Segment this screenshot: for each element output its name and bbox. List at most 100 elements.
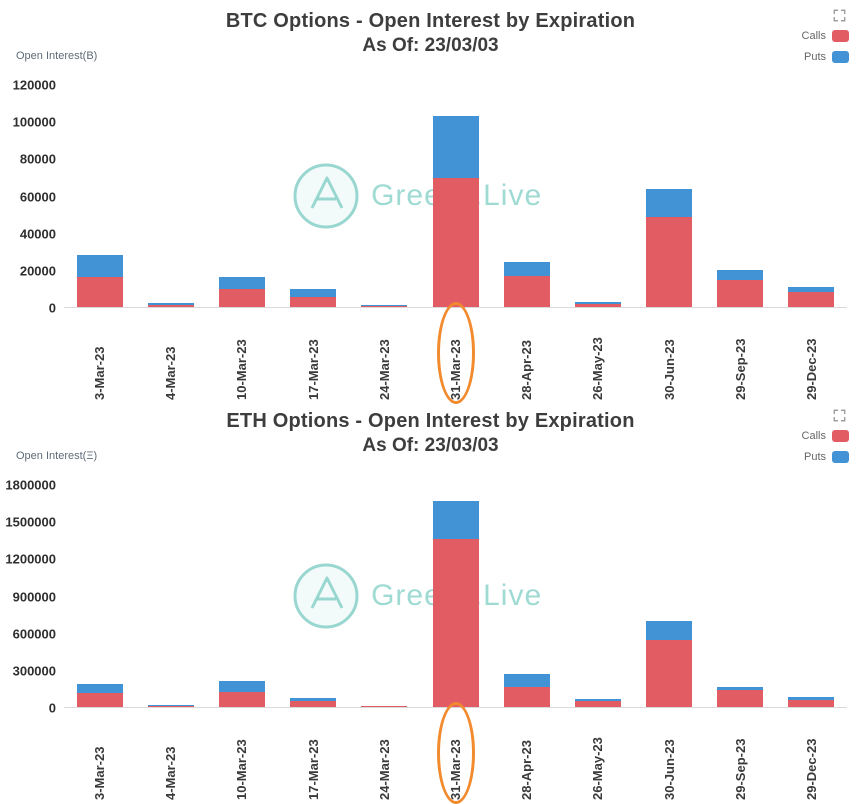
bar-slot [135, 485, 206, 707]
segment-calls-30-Jun-23[interactable] [646, 217, 692, 307]
segment-calls-28-Apr-23[interactable] [504, 687, 550, 707]
segment-puts-3-Mar-23[interactable] [77, 255, 123, 277]
bar-17-Mar-23[interactable] [290, 85, 336, 307]
x-label-slot: 28-Apr-23 [491, 714, 562, 800]
bar-31-Mar-23[interactable] [433, 85, 479, 307]
segment-calls-17-Mar-23[interactable] [290, 297, 336, 307]
bar-3-Mar-23[interactable] [77, 485, 123, 707]
y-tick-600000: 600000 [13, 626, 56, 641]
bar-slot [349, 85, 420, 307]
y-tick-100000: 100000 [13, 115, 56, 130]
bar-24-Mar-23[interactable] [361, 485, 407, 707]
bar-26-May-23[interactable] [575, 485, 621, 707]
legend-item-puts[interactable]: Puts [804, 51, 849, 63]
segment-puts-31-Mar-23[interactable] [433, 501, 479, 539]
x-label-slot: 3-Mar-23 [64, 714, 135, 800]
segment-puts-10-Mar-23[interactable] [219, 277, 265, 289]
segment-calls-29-Sep-23[interactable] [717, 280, 763, 307]
y-tick-1800000: 1800000 [5, 478, 56, 493]
bar-slot [135, 85, 206, 307]
bar-slot [491, 485, 562, 707]
fullscreen-button[interactable] [830, 406, 849, 425]
segment-calls-26-May-23[interactable] [575, 701, 621, 707]
bar-29-Sep-23[interactable] [717, 85, 763, 307]
x-label-slot: 30-Jun-23 [634, 714, 705, 800]
bar-10-Mar-23[interactable] [219, 85, 265, 307]
legend-label-calls: Calls [802, 30, 826, 42]
bar-29-Dec-23[interactable] [788, 485, 834, 707]
segment-calls-29-Dec-23[interactable] [788, 700, 834, 707]
chart-subtitle: As Of: 23/03/03 [0, 435, 861, 457]
bar-4-Mar-23[interactable] [148, 485, 194, 707]
bar-29-Dec-23[interactable] [788, 85, 834, 307]
segment-puts-31-Mar-23[interactable] [433, 116, 479, 178]
fullscreen-icon [832, 8, 847, 23]
segment-calls-26-May-23[interactable] [575, 304, 621, 307]
bar-30-Jun-23[interactable] [646, 85, 692, 307]
x-label-3-Mar-23: 3-Mar-23 [92, 714, 107, 800]
segment-puts-28-Apr-23[interactable] [504, 674, 550, 687]
segment-calls-17-Mar-23[interactable] [290, 701, 336, 707]
fullscreen-button[interactable] [830, 6, 849, 25]
segment-puts-3-Mar-23[interactable] [77, 684, 123, 694]
segment-calls-4-Mar-23[interactable] [148, 305, 194, 307]
bar-slot [64, 85, 135, 307]
x-label-10-Mar-23: 10-Mar-23 [234, 714, 249, 800]
fullscreen-icon [832, 408, 847, 423]
legend-item-calls[interactable]: Calls [802, 430, 849, 442]
segment-puts-29-Sep-23[interactable] [717, 270, 763, 280]
x-label-slot: 3-Mar-23 [64, 314, 135, 400]
bar-17-Mar-23[interactable] [290, 485, 336, 707]
bar-28-Apr-23[interactable] [504, 485, 550, 707]
segment-calls-28-Apr-23[interactable] [504, 276, 550, 307]
segment-calls-10-Mar-23[interactable] [219, 289, 265, 307]
bar-4-Mar-23[interactable] [148, 85, 194, 307]
x-label-slot: 4-Mar-23 [135, 314, 206, 400]
segment-calls-24-Mar-23[interactable] [361, 306, 407, 307]
segment-puts-30-Jun-23[interactable] [646, 189, 692, 218]
bar-29-Sep-23[interactable] [717, 485, 763, 707]
bar-24-Mar-23[interactable] [361, 85, 407, 307]
segment-calls-30-Jun-23[interactable] [646, 640, 692, 707]
y-axis-label: Open Interest(B) [16, 50, 97, 62]
bar-31-Mar-23[interactable] [433, 485, 479, 707]
segment-calls-10-Mar-23[interactable] [219, 692, 265, 707]
segment-calls-3-Mar-23[interactable] [77, 693, 123, 707]
segment-calls-31-Mar-23[interactable] [433, 178, 479, 307]
bar-slot [420, 485, 491, 707]
x-label-30-Jun-23: 30-Jun-23 [662, 314, 677, 400]
legend-item-calls[interactable]: Calls [802, 30, 849, 42]
y-axis-label: Open Interest(Ξ) [16, 450, 97, 462]
legend-label-puts: Puts [804, 451, 826, 463]
legend-label-calls: Calls [802, 430, 826, 442]
x-label-26-May-23: 26-May-23 [590, 314, 605, 400]
bar-26-May-23[interactable] [575, 85, 621, 307]
bar-slot [705, 485, 776, 707]
x-label-slot: 24-Mar-23 [349, 314, 420, 400]
segment-calls-29-Dec-23[interactable] [788, 292, 834, 307]
segment-puts-17-Mar-23[interactable] [290, 289, 336, 297]
bar-slot [562, 485, 633, 707]
x-label-29-Dec-23: 29-Dec-23 [804, 314, 819, 400]
bar-3-Mar-23[interactable] [77, 85, 123, 307]
bar-slot [206, 485, 277, 707]
bar-slot [420, 85, 491, 307]
segment-calls-3-Mar-23[interactable] [77, 277, 123, 307]
segment-puts-10-Mar-23[interactable] [219, 681, 265, 692]
segment-puts-30-Jun-23[interactable] [646, 621, 692, 641]
x-label-slot: 24-Mar-23 [349, 714, 420, 800]
y-tick-300000: 300000 [13, 663, 56, 678]
segment-calls-4-Mar-23[interactable] [148, 706, 194, 707]
segment-calls-29-Sep-23[interactable] [717, 690, 763, 707]
segment-puts-28-Apr-23[interactable] [504, 262, 550, 277]
x-label-slot: 17-Mar-23 [278, 714, 349, 800]
bar-10-Mar-23[interactable] [219, 485, 265, 707]
bar-30-Jun-23[interactable] [646, 485, 692, 707]
x-label-slot: 30-Jun-23 [634, 314, 705, 400]
y-tick-1200000: 1200000 [5, 552, 56, 567]
segment-calls-24-Mar-23[interactable] [361, 706, 407, 707]
legend-item-puts[interactable]: Puts [804, 451, 849, 463]
bar-28-Apr-23[interactable] [504, 85, 550, 307]
segment-calls-31-Mar-23[interactable] [433, 539, 479, 707]
